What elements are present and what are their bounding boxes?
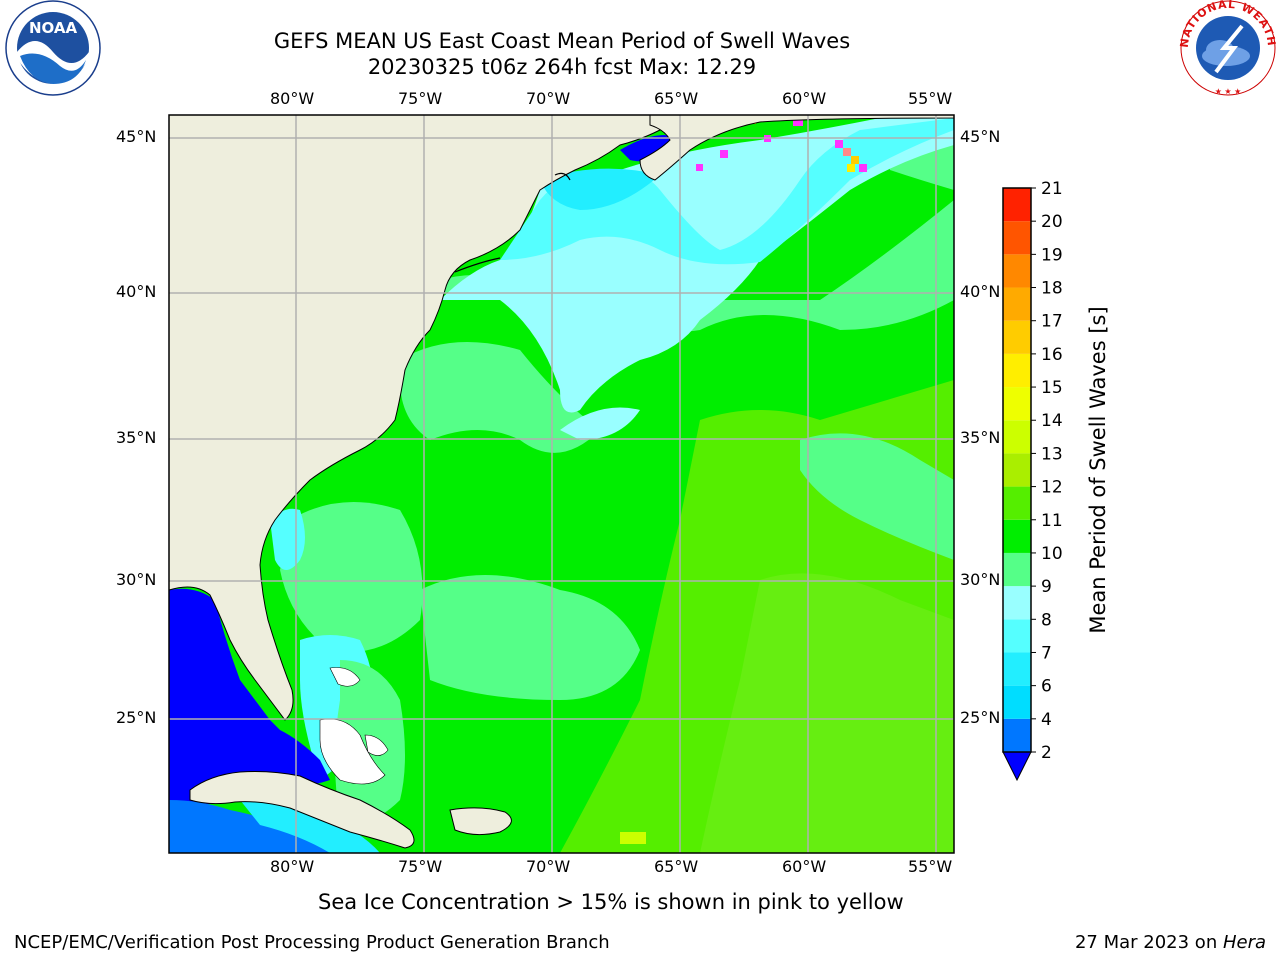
colorbar-tick-label: 16 xyxy=(1041,345,1063,365)
colorbar-tick-label: 12 xyxy=(1041,478,1063,498)
colorbar-segment xyxy=(1003,188,1031,222)
colorbar-tick-label: 17 xyxy=(1041,312,1063,332)
lat-label-left-45n: 45°N xyxy=(116,127,157,146)
colorbar-segment xyxy=(1003,486,1031,520)
lon-label-top-55w: 55°W xyxy=(908,89,953,108)
lat-label-left-35n: 35°N xyxy=(116,428,157,447)
lon-label-bottom-80w: 80°W xyxy=(270,857,315,876)
footer-right: 27 Mar 2023 on Hera xyxy=(1075,932,1266,953)
lat-label-left-40n: 40°N xyxy=(116,282,157,301)
colorbar-tick-label: 20 xyxy=(1041,212,1063,232)
colorbar-label: Mean Period of Swell Waves [s] xyxy=(1086,306,1110,634)
colorbar-segment xyxy=(1003,254,1031,288)
colorbar-segment xyxy=(1003,718,1031,752)
map-subtitle: 20230325 t06z 264h fcst Max: 12.29 xyxy=(367,55,757,79)
noaa-logo-text: NOAA xyxy=(29,19,78,37)
colorbar-tick-label: 9 xyxy=(1041,577,1052,597)
lat-label-right-40n: 40°N xyxy=(960,282,1001,301)
colorbar-tick-label: 19 xyxy=(1041,245,1063,265)
map-title: GEFS MEAN US East Coast Mean Period of S… xyxy=(273,29,851,53)
lon-label-bottom-55w: 55°W xyxy=(908,857,953,876)
lon-label-top-75w: 75°W xyxy=(398,89,443,108)
colorbar-segment xyxy=(1003,320,1031,354)
colorbar-frame xyxy=(1002,187,1032,753)
colorbar-tick-label: 8 xyxy=(1041,610,1052,630)
colorbar-tick-label: 7 xyxy=(1041,643,1052,663)
colorbar-tick-label: 11 xyxy=(1041,511,1063,531)
lon-label-top-70w: 70°W xyxy=(526,89,571,108)
lon-label-top-60w: 60°W xyxy=(782,89,827,108)
sea-ice-note: Sea Ice Concentration > 15% is shown in … xyxy=(318,890,904,914)
colorbar-tick-label: 18 xyxy=(1041,279,1063,299)
sea-ice-markers xyxy=(620,118,867,844)
colorbar-tick-label: 2 xyxy=(1041,743,1052,763)
lon-label-bottom-70w: 70°W xyxy=(526,857,571,876)
colorbar-segment xyxy=(1003,221,1031,255)
lat-label-right-25n: 25°N xyxy=(960,708,1001,727)
lat-label-right-35n: 35°N xyxy=(960,428,1001,447)
lat-label-left-30n: 30°N xyxy=(116,570,157,589)
lon-label-bottom-60w: 60°W xyxy=(782,857,827,876)
colorbar-tick-label: 6 xyxy=(1041,677,1052,697)
colorbar-segment xyxy=(1003,287,1031,321)
colorbar: 2 4 6 7 8 9 10 11 12 13 14 15 16 17 18 19 20 21 xyxy=(1002,180,1063,782)
svg-text:★ ★ ★: ★ ★ ★ xyxy=(1215,87,1242,96)
colorbar-under-arrow xyxy=(1002,751,1032,782)
footer-date: 27 Mar 2023 on xyxy=(1074,932,1223,953)
graticule xyxy=(169,115,954,853)
colorbar-tick-label: 10 xyxy=(1041,544,1063,564)
colorbar-segment xyxy=(1003,519,1031,553)
map-field xyxy=(169,115,954,853)
lon-label-top-65w: 65°W xyxy=(654,89,699,108)
lat-label-left-25n: 25°N xyxy=(116,708,157,727)
colorbar-segment xyxy=(1003,586,1031,620)
colorbar-segment xyxy=(1003,552,1031,587)
colorbar-segment xyxy=(1003,387,1031,421)
lon-label-bottom-75w: 75°W xyxy=(398,857,443,876)
colorbar-segment xyxy=(1003,453,1031,487)
colorbar-tick-label: 14 xyxy=(1041,411,1063,431)
lon-label-bottom-65w: 65°W xyxy=(654,857,699,876)
colorbar-tick-label: 4 xyxy=(1041,710,1052,730)
colorbar-segments xyxy=(1003,188,1031,752)
colorbar-tick-label: 21 xyxy=(1041,180,1063,199)
lon-label-top-80w: 80°W xyxy=(270,89,315,108)
colorbar-segment xyxy=(1003,420,1031,454)
lat-label-right-30n: 30°N xyxy=(960,570,1001,589)
colorbar-segment xyxy=(1003,353,1031,388)
map-frame xyxy=(168,114,955,854)
noaa-logo: NOAA xyxy=(5,0,101,96)
lat-label-right-45n: 45°N xyxy=(960,127,1001,146)
footer-left: NCEP/EMC/Verification Post Processing Pr… xyxy=(14,932,610,953)
colorbar-segment xyxy=(1003,652,1031,686)
colorbar-tick-label: 15 xyxy=(1041,378,1063,398)
colorbar-tick-label: 13 xyxy=(1041,444,1063,464)
colorbar-segment xyxy=(1003,619,1031,653)
nws-logo: NATIONAL WEATHER SERVICE ★ ★ ★ xyxy=(1176,0,1277,96)
footer-machine: Hera xyxy=(1222,932,1266,953)
colorbar-segment xyxy=(1003,685,1031,719)
colorbar-ticks: 2 4 6 7 8 9 10 11 12 13 14 15 16 17 18 19 20 21 xyxy=(1031,180,1063,763)
